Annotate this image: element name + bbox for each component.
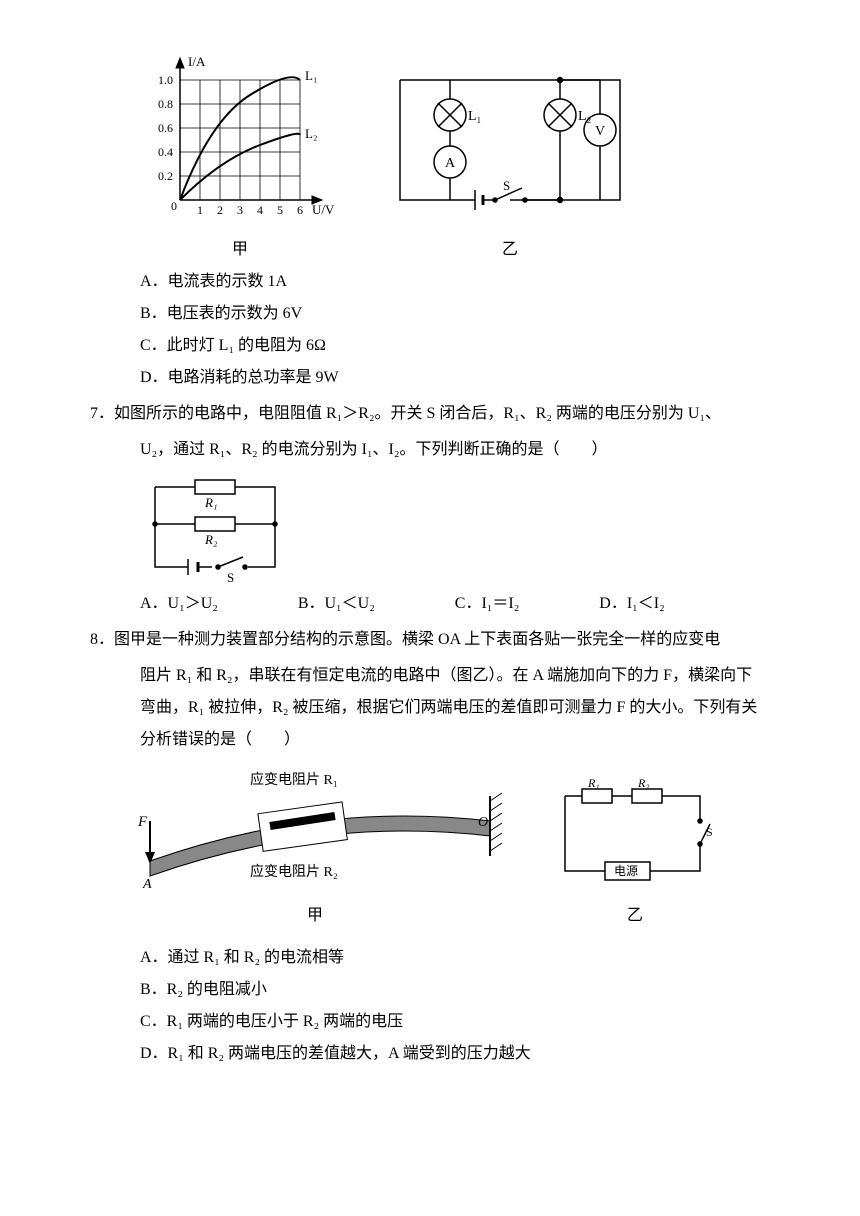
svg-text:R₁: R₁	[587, 776, 600, 790]
ylabel: I/A	[188, 54, 206, 69]
circuit6-caption: 乙	[380, 234, 640, 266]
q7-stem: 7．如图所示的电路中，电阻阻值 R₁＞R₂。开关 S 闭合后，R₁、R₂ 两端的…	[90, 398, 780, 430]
q7-d: D．I₁＜I₂	[599, 588, 664, 620]
q6-option-b: B．电压表的示数为 6V	[90, 298, 780, 330]
circuit8-svg: R₁ R₂ S 电源	[550, 776, 720, 896]
svg-text:1.0: 1.0	[158, 73, 173, 87]
q7-c: C．I₁＝I₂	[455, 588, 520, 620]
svg-text:R₂: R₂	[637, 776, 650, 790]
svg-text:F: F	[137, 814, 148, 830]
q7-b: B．U₁＜U₂	[298, 588, 375, 620]
svg-text:0.8: 0.8	[158, 97, 173, 111]
q7-a: A．U₁＞U₂	[140, 588, 218, 620]
chart-figure: I/A U/V 0 0.2 0.4 0.6 0.8 1.0 1 2 3 4 5 …	[140, 50, 340, 266]
circuit8-figure: R₁ R₂ S 电源 乙	[550, 776, 720, 932]
q6-option-a: A．电流表的示数 1A	[90, 266, 780, 298]
svg-text:0.2: 0.2	[158, 169, 173, 183]
q6-figures: I/A U/V 0 0.2 0.4 0.6 0.8 1.0 1 2 3 4 5 …	[140, 50, 780, 266]
svg-text:4: 4	[257, 203, 263, 217]
svg-text:应变电阻片 R₁: 应变电阻片 R₁	[250, 771, 338, 788]
svg-text:1: 1	[197, 203, 203, 217]
q8-option-b: B．R₂ 的电阻减小	[90, 974, 780, 1006]
svg-text:2: 2	[217, 203, 223, 217]
q8-num: 8．	[90, 631, 114, 648]
q8-option-d: D．R₁ 和 R₂ 两端电压的差值越大，A 端受到的压力越大	[90, 1038, 780, 1070]
svg-text:L₂: L₂	[578, 109, 592, 124]
svg-text:A: A	[142, 877, 152, 892]
beam-svg: 应变电阻片 R₁ F A O 应变电阻片 R₂	[120, 766, 510, 896]
xlabel: U/V	[312, 202, 335, 217]
svg-text:0.4: 0.4	[158, 145, 173, 159]
svg-text:L₁: L₁	[468, 109, 481, 124]
beam-figure: 应变电阻片 R₁ F A O 应变电阻片 R₂ 甲	[120, 766, 510, 932]
q6-option-d: D．电路消耗的总功率是 9W	[90, 362, 780, 394]
svg-text:电源: 电源	[614, 864, 638, 878]
svg-text:A: A	[445, 156, 456, 171]
svg-text:L₁: L₁	[305, 68, 317, 83]
q6-option-c: C．此时灯 L₁ 的电阻为 6Ω	[90, 330, 780, 362]
circuit7-svg: R₁ R₂ S	[140, 472, 290, 582]
circuit6-figure: L₁ L₂ A V S 乙	[380, 60, 640, 266]
q8-option-c: C．R₁ 两端的电压小于 R₂ 两端的电压	[90, 1006, 780, 1038]
q8-figures: 应变电阻片 R₁ F A O 应变电阻片 R₂ 甲	[90, 766, 780, 932]
svg-text:S: S	[706, 825, 713, 839]
svg-text:O: O	[478, 815, 488, 830]
svg-text:0: 0	[171, 199, 177, 213]
iv-chart: I/A U/V 0 0.2 0.4 0.6 0.8 1.0 1 2 3 4 5 …	[140, 50, 340, 230]
svg-text:6: 6	[297, 203, 303, 217]
chart-caption: 甲	[140, 234, 340, 266]
q7-figure: R₁ R₂ S	[90, 472, 780, 582]
circuit6-svg: L₁ L₂ A V S	[380, 60, 640, 230]
svg-text:R₁: R₁	[204, 495, 217, 510]
svg-text:应变电阻片 R₂: 应变电阻片 R₂	[250, 863, 338, 880]
svg-text:S: S	[503, 178, 510, 193]
svg-text:0.6: 0.6	[158, 121, 173, 135]
svg-text:R₂: R₂	[204, 532, 218, 547]
svg-text:5: 5	[277, 203, 283, 217]
q8-option-a: A．通过 R₁ 和 R₂ 的电流相等	[90, 942, 780, 974]
q7-num: 7．	[90, 405, 114, 422]
svg-text:S: S	[227, 570, 234, 582]
q8-stem: 8．图甲是一种测力装置部分结构的示意图。横梁 OA 上下表面各贴一张完全一样的应…	[90, 624, 780, 656]
svg-text:3: 3	[237, 203, 243, 217]
q7-options: A．U₁＞U₂ B．U₁＜U₂ C．I₁＝I₂ D．I₁＜I₂	[90, 588, 780, 620]
svg-text:L₂: L₂	[305, 126, 317, 141]
svg-text:V: V	[595, 124, 605, 139]
